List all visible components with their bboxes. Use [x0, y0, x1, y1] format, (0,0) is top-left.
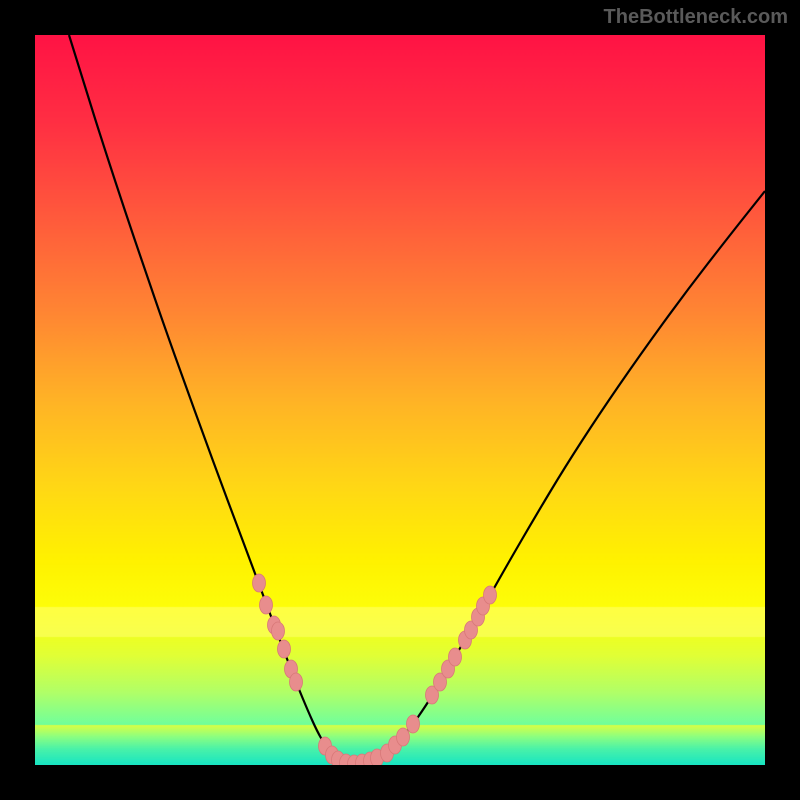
marker-group [253, 574, 497, 765]
data-marker [449, 648, 462, 666]
data-marker [484, 586, 497, 604]
data-marker [260, 596, 273, 614]
chart-container: TheBottleneck.com [0, 0, 800, 800]
plot-area [35, 35, 765, 765]
data-marker [407, 715, 420, 733]
data-marker [397, 728, 410, 746]
data-marker [253, 574, 266, 592]
data-marker [272, 622, 285, 640]
data-marker [290, 673, 303, 691]
curve-overlay [35, 35, 765, 765]
data-marker [278, 640, 291, 658]
watermark-text: TheBottleneck.com [604, 6, 788, 29]
bottleneck-curve [69, 35, 765, 764]
